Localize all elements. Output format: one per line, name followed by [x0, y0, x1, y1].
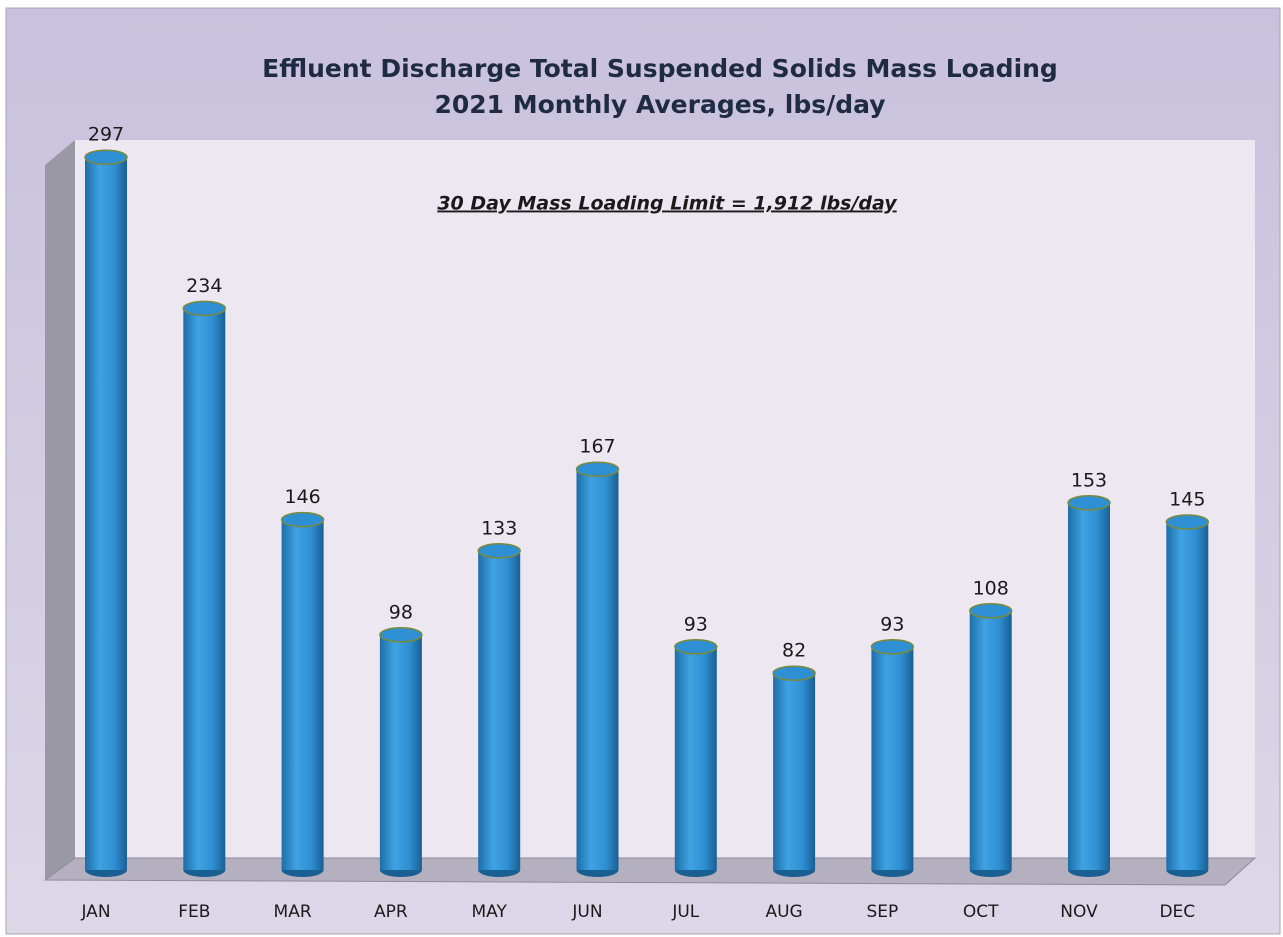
x-tick-label: MAY: [472, 902, 508, 922]
side-wall: [45, 140, 75, 880]
bar: [379, 634, 422, 870]
chart-title: Effluent Discharge Total Suspended Solid…: [262, 54, 1058, 83]
x-tick-label: AUG: [765, 902, 802, 922]
bar: [871, 646, 914, 870]
bar-top: [1165, 514, 1210, 530]
bar-top: [772, 665, 816, 681]
x-tick-label: MAR: [274, 902, 312, 922]
data-label: 93: [684, 613, 708, 635]
bar-top: [870, 639, 915, 655]
bar: [773, 673, 816, 870]
data-label: 146: [284, 486, 320, 508]
bar-top: [477, 543, 521, 559]
x-tick-label: JUL: [671, 902, 699, 922]
annotation: 30 Day Mass Loading Limit = 1,912 lbs/da…: [437, 193, 898, 215]
bar: [576, 469, 619, 870]
x-tick-label: JAN: [80, 902, 110, 922]
data-label: 153: [1071, 469, 1107, 491]
data-label: 145: [1169, 489, 1205, 511]
x-tick-label: DEC: [1159, 902, 1195, 922]
data-label: 108: [973, 577, 1009, 599]
data-label: 82: [782, 640, 806, 662]
bar: [674, 646, 717, 870]
bar-top: [182, 300, 227, 317]
bar-top: [1067, 495, 1111, 511]
floor: [43, 857, 1257, 886]
bar: [183, 308, 226, 870]
bar: [1068, 502, 1110, 870]
x-tick-label: SEP: [867, 902, 899, 922]
chart-subtitle: 2021 Monthly Averages, lbs/day: [434, 90, 885, 119]
data-label: 167: [579, 436, 615, 458]
data-label: 297: [88, 124, 124, 146]
bar-top: [84, 149, 128, 165]
data-label: 98: [389, 601, 413, 623]
data-label: 234: [186, 275, 222, 297]
x-tick-label: NOV: [1060, 902, 1098, 922]
data-label: 93: [880, 613, 904, 635]
x-tick-label: APR: [374, 902, 408, 922]
bar-top: [280, 511, 325, 528]
data-label: 133: [481, 517, 517, 539]
x-tick-label: OCT: [963, 902, 999, 922]
bar: [85, 157, 127, 870]
bar-top: [379, 627, 423, 643]
x-tick-label: JUN: [571, 902, 602, 922]
bar: [969, 610, 1012, 870]
bar: [1166, 522, 1209, 870]
back-wall: [75, 140, 1255, 858]
x-tick-label: FEB: [178, 902, 210, 922]
bar-top: [674, 639, 718, 655]
bar: [281, 519, 324, 870]
bar-top: [968, 603, 1013, 619]
bar: [478, 550, 521, 870]
bar-top: [575, 461, 620, 477]
